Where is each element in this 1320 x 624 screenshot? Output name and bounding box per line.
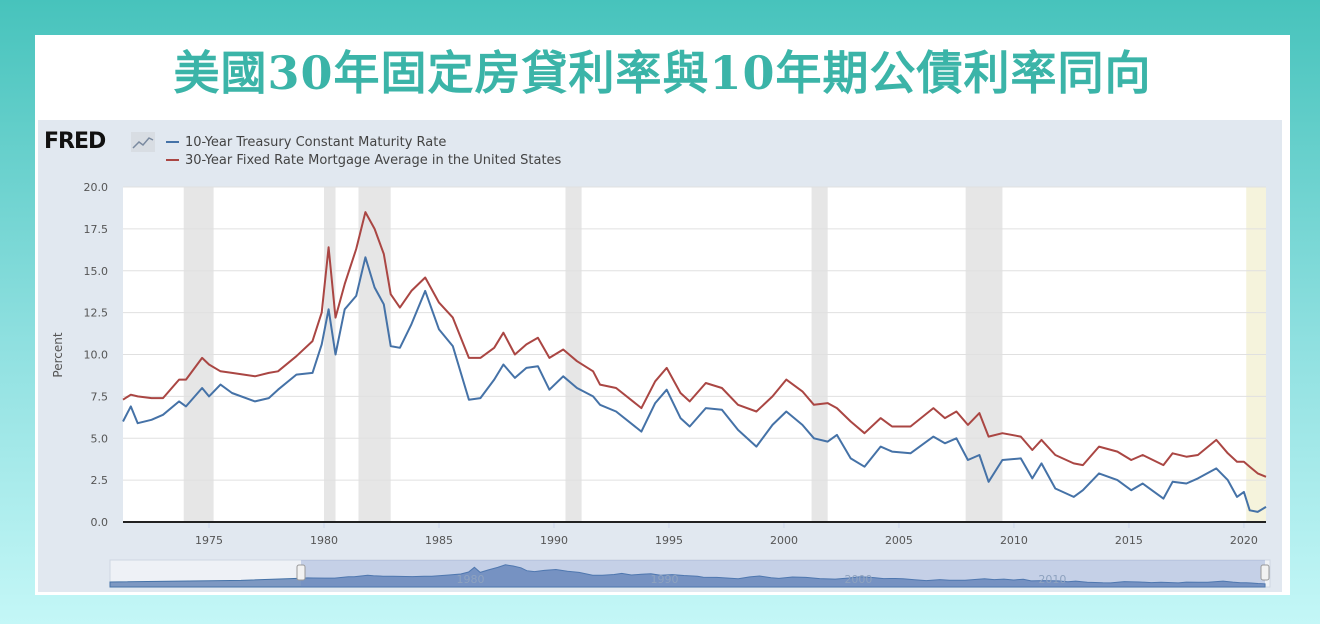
- legend-label-10y: 10-Year Treasury Constant Maturity Rate: [185, 134, 447, 150]
- y-tick-label: 17.5: [84, 223, 109, 236]
- legend-swatch-10y: [166, 141, 179, 143]
- navigator-label: 1980: [457, 573, 485, 586]
- navigator-label: 2010: [1038, 573, 1066, 586]
- navigator-label: 1990: [650, 573, 678, 586]
- y-tick-label: 10.0: [84, 349, 109, 362]
- x-tick-label: 1990: [540, 534, 568, 547]
- y-tick-label: 5.0: [91, 432, 109, 445]
- x-tick-label: 2015: [1115, 534, 1143, 547]
- legend-swatch-30y: [166, 159, 179, 161]
- y-tick-label: 0.0: [91, 516, 109, 529]
- y-tick-label: 20.0: [84, 181, 109, 194]
- y-tick-label: 2.5: [91, 474, 109, 487]
- navigator-selection: [301, 560, 1265, 587]
- y-axis-label: Percent: [51, 332, 65, 377]
- series-line-30y-mortgage: [122, 211, 1267, 478]
- y-tick-label: 12.5: [84, 307, 109, 320]
- chart-trend-icon: [131, 132, 155, 152]
- x-tick-label: 2005: [885, 534, 913, 547]
- legend-item-10y[interactable]: 10-Year Treasury Constant Maturity Rate: [166, 133, 561, 151]
- x-tick-label: 1980: [310, 534, 338, 547]
- x-tick-label: 2020: [1230, 534, 1258, 547]
- legend: 10-Year Treasury Constant Maturity Rate …: [166, 133, 561, 169]
- navigator-handle-left[interactable]: [296, 564, 306, 581]
- navigator-handle-right[interactable]: [1260, 564, 1270, 581]
- legend-item-30y[interactable]: 30-Year Fixed Rate Mortgage Average in t…: [166, 151, 561, 169]
- x-tick-label: 1985: [425, 534, 453, 547]
- x-tick-label: 1995: [655, 534, 683, 547]
- series-line-10y-treasury: [122, 256, 1267, 513]
- x-tick-label: 1975: [195, 534, 223, 547]
- y-tick-label: 7.5: [91, 390, 109, 403]
- page-title: 美國30年固定房貸利率與10年期公債利率同向: [173, 46, 1152, 100]
- legend-label-30y: 30-Year Fixed Rate Mortgage Average in t…: [185, 152, 562, 168]
- y-tick-label: 15.0: [84, 265, 109, 278]
- x-tick-label: 2010: [1000, 534, 1028, 547]
- navigator-label: 2000: [844, 573, 872, 586]
- x-tick-label: 2000: [770, 534, 798, 547]
- fred-logo: FRED: [44, 129, 106, 154]
- navigator-series: [109, 564, 1266, 588]
